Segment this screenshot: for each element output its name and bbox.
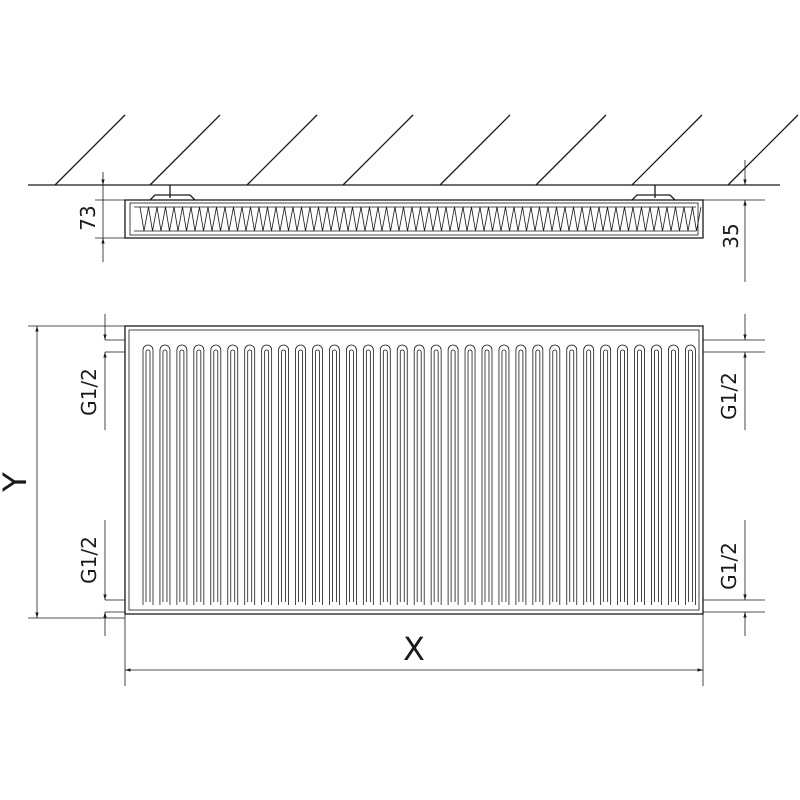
connection-right-bottom-label: G1/2: [717, 542, 741, 590]
radiator-fin-inner: [467, 349, 473, 602]
wall: [28, 114, 799, 186]
convector-fins: [139, 206, 702, 232]
radiator-fin: [413, 344, 425, 605]
height-dimension: Y: [0, 325, 125, 619]
radiator-fin: [566, 344, 578, 605]
radiator-fin-inner: [518, 349, 524, 602]
radiator-fin: [244, 344, 256, 605]
radiator-fin-inner: [349, 349, 354, 602]
radiator-fin: [549, 344, 561, 605]
radiator-fin: [312, 344, 323, 605]
radiator-fin-inner: [382, 349, 388, 602]
radiator-fin: [651, 344, 662, 605]
radiator-fin-inner: [637, 349, 642, 602]
radiator-fin-inner: [671, 349, 676, 602]
radiator-fin-inner: [179, 349, 185, 602]
radiator-fin: [362, 344, 374, 605]
radiator-fin-inner: [365, 349, 371, 602]
radiator-fin-inner: [162, 349, 168, 602]
wall-hatch-line: [439, 114, 511, 186]
radiator-fin-inner: [281, 349, 286, 602]
width-dimension: X: [124, 614, 704, 686]
height-label: Y: [0, 472, 34, 493]
panel-walls: [134, 206, 696, 232]
radiator-fin-inner: [264, 349, 270, 602]
radiator-fin-inner: [399, 349, 405, 602]
radiator-fin-inner: [315, 349, 320, 602]
radiator-front-view: [105, 325, 765, 615]
wall-hatch-line: [149, 114, 221, 186]
connection-left-bottom-label: G1/2: [77, 536, 101, 584]
radiator-fin-inner: [298, 349, 303, 602]
radiator-fin-inner: [145, 349, 151, 602]
radiator-fin: [447, 344, 459, 605]
radiator-fin: [583, 344, 595, 605]
connection-left-top-label: G1/2: [77, 368, 101, 416]
radiator-fin: [176, 344, 188, 605]
radiator-fin: [346, 344, 357, 605]
wall-hatch-line: [54, 114, 126, 186]
radiator-fin-inner: [332, 349, 337, 602]
wall-hatch-line: [342, 114, 414, 186]
radiator-fin-inner: [569, 349, 575, 602]
width-label: X: [403, 630, 425, 668]
radiator-fin-inner: [603, 349, 609, 602]
radiator-fin-inner: [501, 349, 507, 602]
wall-gap-label: 35: [719, 223, 743, 248]
radiator-fin: [329, 344, 340, 605]
connection-right-top-label: G1/2: [717, 372, 741, 420]
radiator-fin: [430, 344, 442, 605]
radiator-fin-inner: [416, 349, 422, 602]
radiator-fin-inner: [213, 349, 219, 602]
radiator-fin-inner: [450, 349, 456, 602]
radiator-fin: [464, 344, 476, 605]
radiator-fin: [278, 344, 289, 605]
radiator-fin: [396, 344, 408, 605]
wall-hatch-line: [727, 114, 799, 186]
radiator-fin-inner: [247, 349, 253, 602]
radiator-fin-inner: [654, 349, 659, 602]
radiator-fin: [617, 344, 628, 605]
radiator-fin: [668, 344, 679, 605]
wall-hatch-line: [631, 114, 703, 186]
wall-bracket-left: [149, 185, 196, 201]
radiator-fin: [515, 344, 527, 605]
depth-label: 73: [76, 205, 100, 230]
connection-dimensions: G1/2 G1/2 G1/2 G1/2: [77, 314, 747, 636]
wall-gap-dimension: 35: [703, 160, 765, 282]
radiator-fin-inner: [552, 349, 558, 602]
radiator-fin: [142, 344, 154, 605]
radiator-fin: [532, 344, 544, 605]
radiator-fin: [210, 344, 222, 605]
radiator-fin: [379, 344, 391, 605]
radiator-fin: [295, 344, 306, 605]
radiator-fin: [634, 344, 645, 605]
radiator-fin: [600, 344, 612, 605]
wall-bracket-right: [631, 185, 676, 201]
radiator-fin-inner: [688, 349, 693, 602]
radiator-fin-inner: [196, 349, 202, 602]
radiator-fin-inner: [620, 349, 625, 602]
wall-hatch-line: [535, 114, 607, 186]
radiator-fin: [685, 344, 696, 605]
radiator-fin: [193, 344, 205, 605]
radiator-fin: [498, 344, 510, 605]
radiator-fin-inner: [586, 349, 592, 602]
radiator-fin-inner: [230, 349, 236, 602]
radiator-fin: [261, 344, 273, 605]
radiator-fin: [227, 344, 239, 605]
radiator-fin-inner: [484, 349, 490, 602]
depth-dimension: 73: [76, 172, 125, 262]
radiator-fin: [159, 344, 171, 605]
radiator-fin: [481, 344, 493, 605]
radiator-fin-inner: [535, 349, 541, 602]
radiator-fin-inner: [433, 349, 439, 602]
radiator-top-view: [124, 185, 704, 239]
wall-hatch-line: [246, 114, 318, 186]
